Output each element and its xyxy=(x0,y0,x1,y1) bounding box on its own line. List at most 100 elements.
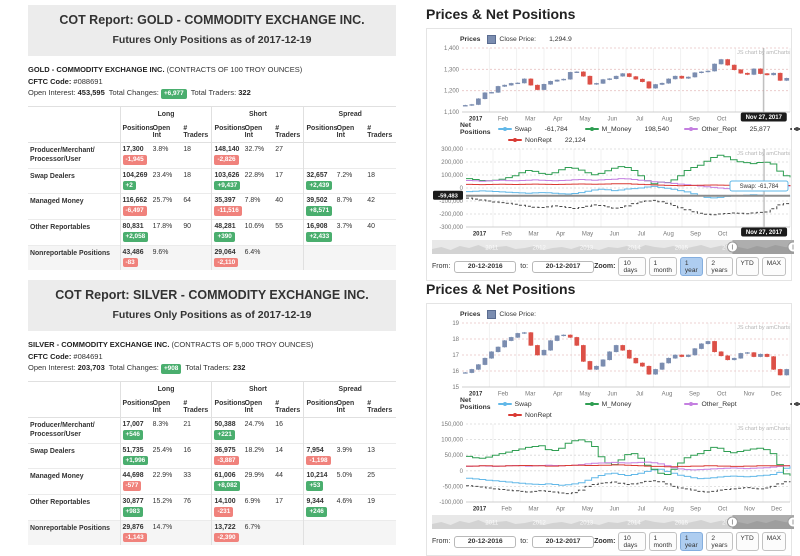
cot-table-body: Producer/Merchant/ Processor/User 17,300-… xyxy=(28,142,396,271)
cell-traders: 13 xyxy=(365,442,396,469)
cftc-code: #088691 xyxy=(73,76,103,86)
cell-open-int: 22.9% xyxy=(150,468,182,495)
from-date-input[interactable]: 20-12-2016 xyxy=(454,260,517,273)
svg-text:May: May xyxy=(582,507,593,513)
svg-text:Oct: Oct xyxy=(717,392,727,398)
cftc-code: #084691 xyxy=(73,351,103,361)
svg-text:Jun: Jun xyxy=(607,392,617,398)
cell-positions: 7,954 -1,198 xyxy=(303,442,335,469)
zoom-button-ytd[interactable]: YTD xyxy=(735,532,759,551)
svg-text:Jul: Jul xyxy=(636,392,644,398)
legend-item-swap[interactable]: Swap -61,784 xyxy=(497,126,575,133)
svg-text:2013: 2013 xyxy=(580,246,594,252)
legend-item-close-price[interactable]: Close Price: 1,294.9 xyxy=(487,34,579,44)
chart-scrollbar[interactable]: 201120122013201420152016 xyxy=(432,240,794,254)
legend-item-swap[interactable]: Swap xyxy=(497,400,575,408)
price-legend: Prices Close Price: xyxy=(460,309,786,319)
cell-open-int: 7.2% xyxy=(334,167,366,194)
cell-positions: 51,735 +1,996 xyxy=(119,442,151,469)
svg-text:Dec: Dec xyxy=(771,392,782,398)
scrollbar-handle-left[interactable] xyxy=(726,516,738,528)
cell-positions: 104,269 +2 xyxy=(119,167,151,194)
svg-text:Nov 27, 2017: Nov 27, 2017 xyxy=(746,115,783,121)
svg-text:18: 18 xyxy=(452,337,459,343)
row-label: Nonreportable Positions xyxy=(28,244,120,271)
svg-text:Apr: Apr xyxy=(556,232,565,238)
column-header: Positions xyxy=(119,121,154,143)
svg-text:2012: 2012 xyxy=(532,521,546,527)
zoom-button-1-month[interactable]: 1 month xyxy=(648,532,677,551)
zoom-button-10-days[interactable]: 10 days xyxy=(618,257,646,276)
cell-open-int: 5.0% xyxy=(334,468,366,495)
price-legend-title: Prices xyxy=(460,310,481,318)
cot-table-body: Producer/Merchant/ Processor/User 17,007 +… xyxy=(28,417,396,546)
change-badge: +1,996 xyxy=(122,455,149,466)
totals-line: Open Interest: 203,703 Total Changes: +9… xyxy=(28,362,396,374)
zoom-button-max[interactable]: MAX xyxy=(761,257,786,276)
contract-note: (CONTRACTS OF 100 TROY OUNCES) xyxy=(166,65,303,74)
legend-bullet xyxy=(794,402,799,406)
cot-title: COT Report: GOLD - COMMODITY EXCHANGE IN… xyxy=(59,13,365,27)
cell-open-int: 6.7% xyxy=(242,519,274,546)
zoom-button-10-days[interactable]: 10 days xyxy=(618,532,646,551)
svg-text:Aug: Aug xyxy=(662,392,673,398)
legend-item-m_money[interactable]: M_Money xyxy=(584,401,675,408)
cell-positions: 14,100 -231 xyxy=(211,494,243,521)
table-row: Other Reportables 80,831 +2,058 17.8% 90 48,2… xyxy=(28,219,396,246)
svg-text:JS chart by amCharts: JS chart by amCharts xyxy=(737,50,790,56)
legend-item-nonrept[interactable]: NonRept xyxy=(508,412,595,419)
legend-item-other_rept[interactable]: Other_Rept xyxy=(684,401,779,408)
close-price-label: Close Price: xyxy=(499,310,537,318)
svg-text:Jun: Jun xyxy=(610,232,620,238)
legend-item-other_rept[interactable]: Other_Rept 25,877 xyxy=(684,126,779,133)
legend-item-close-price[interactable]: Close Price: xyxy=(487,309,579,319)
to-date-input[interactable]: 20-12-2017 xyxy=(532,260,595,273)
zoom-button-max[interactable]: MAX xyxy=(761,532,786,551)
zoom-button-1-month[interactable]: 1 month xyxy=(648,257,677,276)
cftc-code-label: CFTC Code: xyxy=(28,351,72,361)
legend-series-name: NonRept xyxy=(525,411,552,419)
zoom-button-ytd[interactable]: YTD xyxy=(735,257,759,276)
net-positions-chart[interactable]: 300,000 200,000 100,000 0 -100,000 -200,000 -3… xyxy=(432,146,794,238)
sub-header-row: Positions Open Int # Traders Positions Open … xyxy=(28,396,396,418)
cell-positions: 17,007 +546 xyxy=(119,417,151,444)
chart-scrollbar[interactable]: 201120122013201420152016 xyxy=(432,515,794,529)
zoom-button-2-years[interactable]: 2 years xyxy=(706,257,733,276)
scrollbar-handle-left[interactable] xyxy=(726,241,738,253)
cell-open-int: 32.7% xyxy=(244,145,265,153)
legend-series-name: Swap xyxy=(514,400,532,408)
svg-text:2014: 2014 xyxy=(627,246,641,252)
legend-bullet xyxy=(502,127,507,131)
from-date-input[interactable]: 20-12-2016 xyxy=(454,535,517,548)
svg-text:May: May xyxy=(582,232,593,238)
zoom-button-1-year[interactable]: 1 year xyxy=(679,532,704,551)
legend-item-m_money[interactable]: M_Money 198,540 xyxy=(584,126,675,133)
cell-traders xyxy=(365,519,396,546)
cell-open-int: 6.4% xyxy=(242,244,274,271)
total-changes-label: Total Changes: xyxy=(108,88,159,98)
svg-text:2017: 2017 xyxy=(469,392,483,398)
net-positions-chart[interactable]: 150,000 100,000 50,000 0 -50,000 -100,000 2017… xyxy=(432,421,794,513)
zoom-button-1-year[interactable]: 1 year xyxy=(679,257,704,276)
scrollbar-handle-right[interactable] xyxy=(787,516,794,528)
to-label: to: xyxy=(520,538,529,545)
zoom-button-2-years[interactable]: 2 years xyxy=(706,532,733,551)
cell-traders: 21 xyxy=(183,420,191,428)
svg-text:2012: 2012 xyxy=(532,246,546,252)
net-legend-title: Net Positions xyxy=(460,397,491,411)
cell-open-int: 4.6% xyxy=(334,494,366,521)
price-chart[interactable]: 1,100 1,200 1,300 1,400 2017 Feb Mar Apr May Jun J… xyxy=(432,45,794,123)
svg-text:-300,000: -300,000 xyxy=(439,225,463,231)
change-badge: +8,571 xyxy=(306,206,333,216)
cell-traders xyxy=(273,244,304,271)
cell-positions xyxy=(303,244,335,271)
cot-card: COT Report: SILVER - COMMODITY EXCHANGE … xyxy=(28,280,396,546)
legend-item-prod_merc[interactable]: Prod_Merc xyxy=(789,401,800,408)
legend-item-prod_merc[interactable]: Prod_Merc-184,757 xyxy=(789,126,800,133)
legend-item-nonrept[interactable]: NonRept 22,124 xyxy=(508,137,595,144)
cell-open-int: 25.7% xyxy=(150,193,182,220)
price-chart[interactable]: 15 16 17 18 19 2017 Feb Mar Apr May Jun Jul Aug Sep Oc… xyxy=(432,320,794,398)
to-date-input[interactable]: 20-12-2017 xyxy=(532,535,595,548)
scrollbar-handle-right[interactable] xyxy=(787,241,794,253)
svg-text:Sep: Sep xyxy=(689,117,700,123)
